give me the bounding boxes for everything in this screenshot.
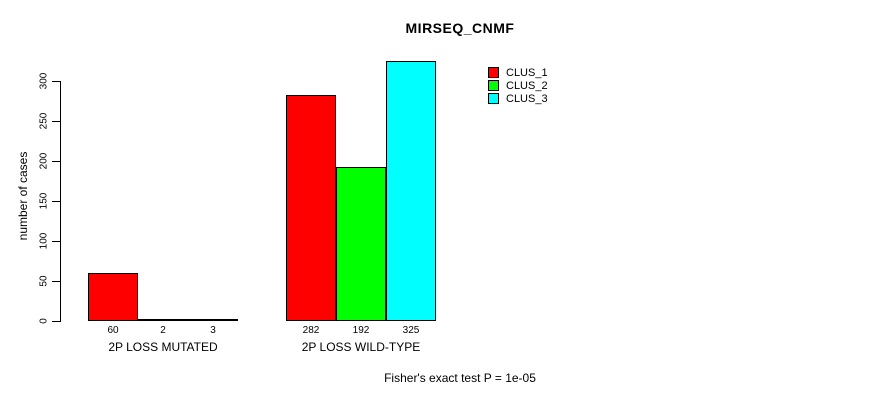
bar-clus_3-2 — [386, 61, 436, 321]
legend: CLUS_1 CLUS_2 CLUS_3 — [488, 66, 548, 105]
y-axis-tick — [52, 201, 60, 202]
legend-label: CLUS_1 — [506, 66, 548, 79]
bar-value-label: 325 — [402, 325, 420, 336]
y-axis-tick-label: 150 — [38, 192, 50, 210]
bar-value-label: 192 — [352, 325, 370, 336]
bar-clus_2-2 — [336, 167, 386, 321]
bar-value-label: 3 — [210, 325, 216, 336]
bar-clus_2-1 — [138, 319, 188, 322]
y-axis-tick — [52, 281, 60, 282]
y-axis-tick — [52, 241, 60, 242]
y-axis-tick — [52, 81, 60, 82]
legend-swatch — [488, 80, 499, 91]
category-label: 2P LOSS MUTATED — [108, 340, 218, 354]
category-label: 2P LOSS WILD-TYPE — [301, 340, 421, 354]
y-axis-tick — [52, 161, 60, 162]
legend-item: CLUS_3 — [488, 92, 548, 105]
y-axis-tick — [52, 121, 60, 122]
legend-label: CLUS_3 — [506, 92, 548, 105]
bar-clus_3-1 — [188, 318, 238, 321]
y-axis-tick-label: 250 — [38, 112, 50, 130]
y-axis-tick-label: 200 — [38, 152, 50, 170]
legend-swatch — [488, 93, 499, 104]
bar-value-label: 60 — [107, 325, 119, 336]
footnote: Fisher's exact test P = 1e-05 — [384, 371, 536, 385]
y-axis-tick-label: 0 — [38, 318, 50, 324]
y-axis-tick-label: 100 — [38, 232, 50, 250]
chart-title: MIRSEQ_CNMF — [405, 20, 515, 36]
legend-item: CLUS_1 — [488, 66, 548, 79]
bar-value-label: 282 — [302, 325, 320, 336]
y-axis-label: number of cases — [16, 151, 30, 241]
legend-swatch — [488, 67, 499, 78]
legend-item: CLUS_2 — [488, 79, 548, 92]
legend-label: CLUS_2 — [506, 79, 548, 92]
y-axis-tick-label: 300 — [38, 72, 50, 90]
y-axis-tick-label: 50 — [38, 275, 50, 287]
y-axis-tick — [52, 321, 60, 322]
bar-clus_1-2 — [286, 95, 336, 321]
bar-value-label: 2 — [160, 325, 166, 336]
bar-clus_1-1 — [88, 273, 138, 321]
y-axis-line — [60, 81, 61, 322]
